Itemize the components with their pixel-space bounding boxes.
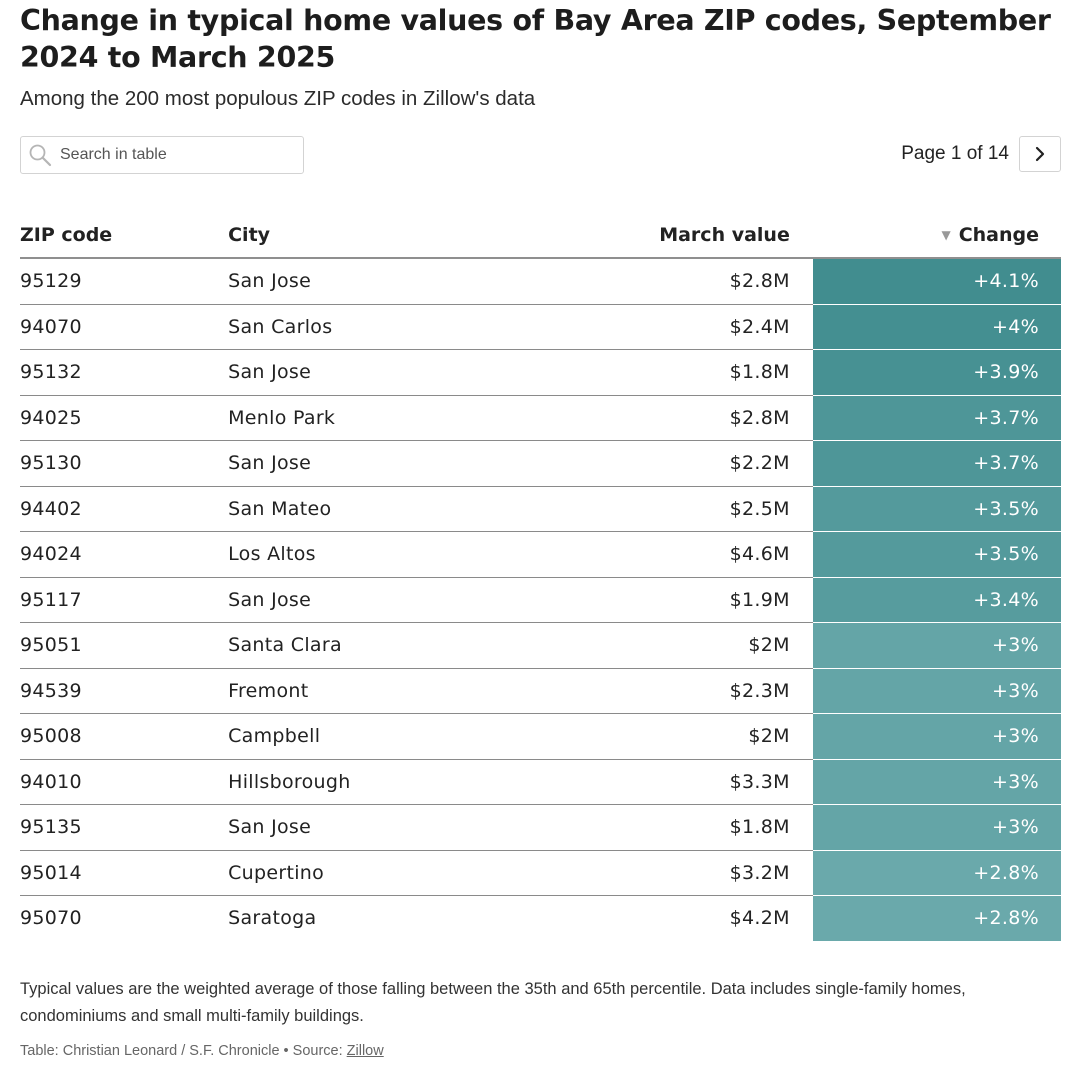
cell-change: +4.1% <box>812 258 1061 305</box>
cell-zip: 94024 <box>20 531 229 578</box>
cell-zip: 95130 <box>20 440 229 487</box>
cell-city: Saratoga <box>228 907 317 930</box>
table-row: 95117 San Jose $1.9M +3.4% <box>20 577 1061 623</box>
cell-city: Santa Clara <box>228 622 545 669</box>
cell-zip: 95008 <box>20 713 229 760</box>
cell-zip: 95051 <box>20 622 229 669</box>
cell-change: +4% <box>812 304 1061 350</box>
cell-march-value: $4.6M <box>544 531 813 578</box>
search-box[interactable] <box>20 136 304 174</box>
table-row: 95008 Campbell $2M +3% <box>20 713 1061 760</box>
column-header-zip[interactable]: ZIP code <box>20 212 229 259</box>
table-row: 95129 San Jose $2.8M +4.1% <box>20 258 1061 305</box>
source-link[interactable]: Zillow <box>346 1043 384 1059</box>
cell-march-value: $2M <box>544 713 813 760</box>
cell-city: San Mateo <box>228 486 545 532</box>
next-page-button[interactable] <box>1019 136 1061 172</box>
cell-change: +3% <box>812 668 1061 714</box>
cell-change: +3.7% <box>812 440 1061 487</box>
table-controls: Page 1 of 14 <box>20 136 1061 176</box>
cell-zip: 95070 <box>20 907 82 930</box>
cell-zip: 95129 <box>20 258 229 305</box>
column-header-march-value[interactable]: March value <box>544 212 813 259</box>
cell-city: San Jose <box>228 804 545 851</box>
cell-city: Fremont <box>228 668 545 714</box>
cell-city: San Carlos <box>228 304 545 350</box>
cell-march-value: $2.4M <box>544 304 813 350</box>
cell-zip: 95135 <box>20 804 229 851</box>
cell-march-value: $3.2M <box>544 850 813 896</box>
cell-march-value: $3.3M <box>544 759 813 805</box>
search-input[interactable] <box>58 139 303 171</box>
table-row: 95132 San Jose $1.8M +3.9% <box>20 349 1061 396</box>
cell-change: +3.5% <box>812 531 1061 578</box>
cell-march-value: $2.8M <box>544 395 813 441</box>
cell-city: Los Altos <box>228 531 545 578</box>
cell-march-value: $1.8M <box>544 349 813 396</box>
cell-city: Campbell <box>228 713 545 760</box>
table-row: 95051 Santa Clara $2M +3% <box>20 622 1061 669</box>
cell-zip: 94010 <box>20 759 229 805</box>
cell-change: +3% <box>812 622 1061 669</box>
chart-title: Change in typical home values of Bay Are… <box>20 4 1051 74</box>
table-row: 94402 San Mateo $2.5M +3.5% <box>20 486 1061 532</box>
cell-change: +2.8% <box>812 850 1061 896</box>
cell-zip: 94402 <box>20 486 229 532</box>
table-row: 95070 Saratoga $4.2M +2.8% <box>20 895 1061 941</box>
cell-change: +3.4% <box>812 577 1061 623</box>
cell-zip: 94025 <box>20 395 229 441</box>
cell-city: San Jose <box>228 258 545 305</box>
cell-change: +3.7% <box>812 395 1061 441</box>
table-body: 95129 San Jose $2.8M +4.1% 94070 San Carlos $2… <box>20 258 1061 941</box>
cell-city: San Jose <box>228 577 545 623</box>
table-header-row: ZIP code City March value ▼ Change <box>20 212 1061 259</box>
table-row: 95135 San Jose $1.8M +3% <box>20 804 1061 851</box>
cell-change: +3% <box>812 804 1061 851</box>
cell-city: San Jose <box>228 349 545 396</box>
table-row: 94539 Fremont $2.3M +3% <box>20 668 1061 714</box>
cell-change: +3% <box>812 759 1061 805</box>
cell-march-value: $2M <box>544 622 813 669</box>
column-header-city[interactable]: City <box>228 212 545 259</box>
data-table: ZIP code City March value ▼ Change 95129 S… <box>20 212 1061 941</box>
table-row: 94010 Hillsborough $3.3M +3% <box>20 759 1061 805</box>
pagination: Page 1 of 14 <box>901 136 1061 172</box>
chart-subtitle: Among the 200 most populous ZIP codes in… <box>20 87 536 110</box>
page-indicator: Page 1 of 14 <box>901 143 1009 164</box>
chevron-right-icon <box>1035 146 1045 162</box>
cell-march-value: $2.3M <box>544 668 813 714</box>
cell-zip: 94070 <box>20 304 229 350</box>
table-widget: Change in typical home values of Bay Are… <box>20 0 1061 1059</box>
column-header-change[interactable]: ▼ Change <box>812 212 1061 259</box>
cell-city: Cupertino <box>228 850 545 896</box>
cell-march-value: $4.2M <box>729 907 790 930</box>
cell-change: +3% <box>812 713 1061 760</box>
table-row: 94024 Los Altos $4.6M +3.5% <box>20 531 1061 578</box>
cell-march-value: $2.2M <box>544 440 813 487</box>
cell-march-value: $1.8M <box>544 804 813 851</box>
table-notes: Typical values are the weighted average … <box>20 980 966 1025</box>
column-header-change-label: Change <box>958 223 1039 246</box>
search-icon <box>29 144 52 167</box>
cell-city: Menlo Park <box>228 395 545 441</box>
source-line: Table: Christian Leonard / S.F. Chronicl… <box>20 1043 384 1059</box>
cell-march-value: $2.5M <box>544 486 813 532</box>
table-row: 95130 San Jose $2.2M +3.7% <box>20 440 1061 487</box>
cell-zip: 95117 <box>20 577 229 623</box>
cell-city: San Jose <box>228 440 545 487</box>
cell-change: +3.9% <box>812 349 1061 396</box>
table-row: 94025 Menlo Park $2.8M +3.7% <box>20 395 1061 441</box>
sort-descending-icon: ▼ <box>941 227 951 242</box>
cell-zip: 94539 <box>20 668 229 714</box>
cell-change: +2.8% <box>812 895 1061 941</box>
cell-city: Hillsborough <box>228 759 545 805</box>
cell-march-value: $1.9M <box>544 577 813 623</box>
cell-change: +3.5% <box>812 486 1061 532</box>
source-credit: Table: Christian Leonard / S.F. Chronicl… <box>20 1043 347 1059</box>
table-row: 95014 Cupertino $3.2M +2.8% <box>20 850 1061 896</box>
cell-march-value: $2.8M <box>544 258 813 305</box>
cell-zip: 95014 <box>20 850 229 896</box>
cell-zip: 95132 <box>20 349 229 396</box>
table-row: 94070 San Carlos $2.4M +4% <box>20 304 1061 350</box>
